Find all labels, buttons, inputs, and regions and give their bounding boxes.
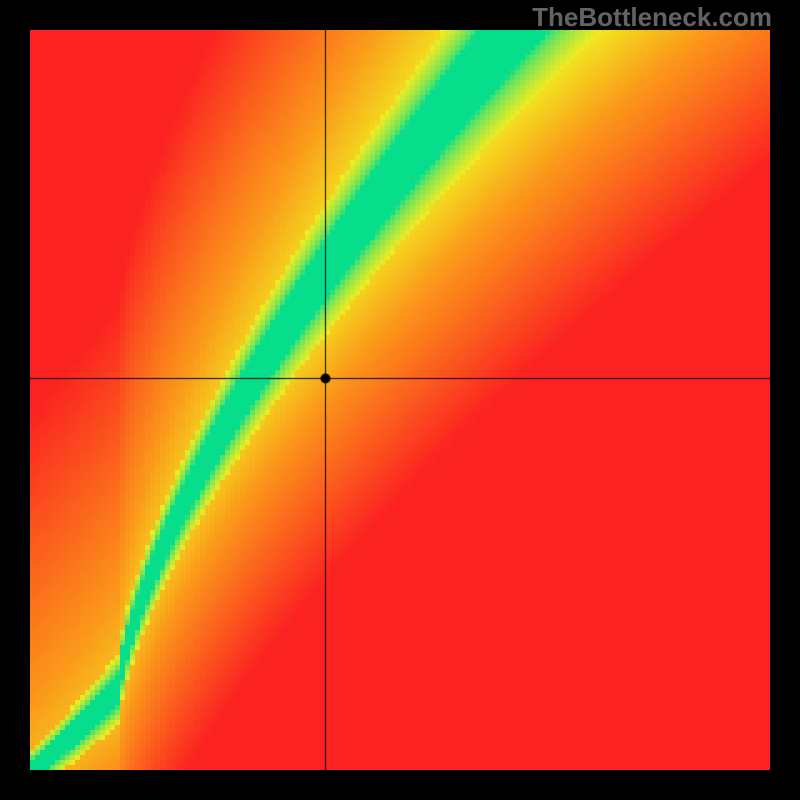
- watermark-text: TheBottleneck.com: [532, 2, 772, 33]
- chart-container: TheBottleneck.com: [0, 0, 800, 800]
- crosshair-overlay: [30, 30, 770, 770]
